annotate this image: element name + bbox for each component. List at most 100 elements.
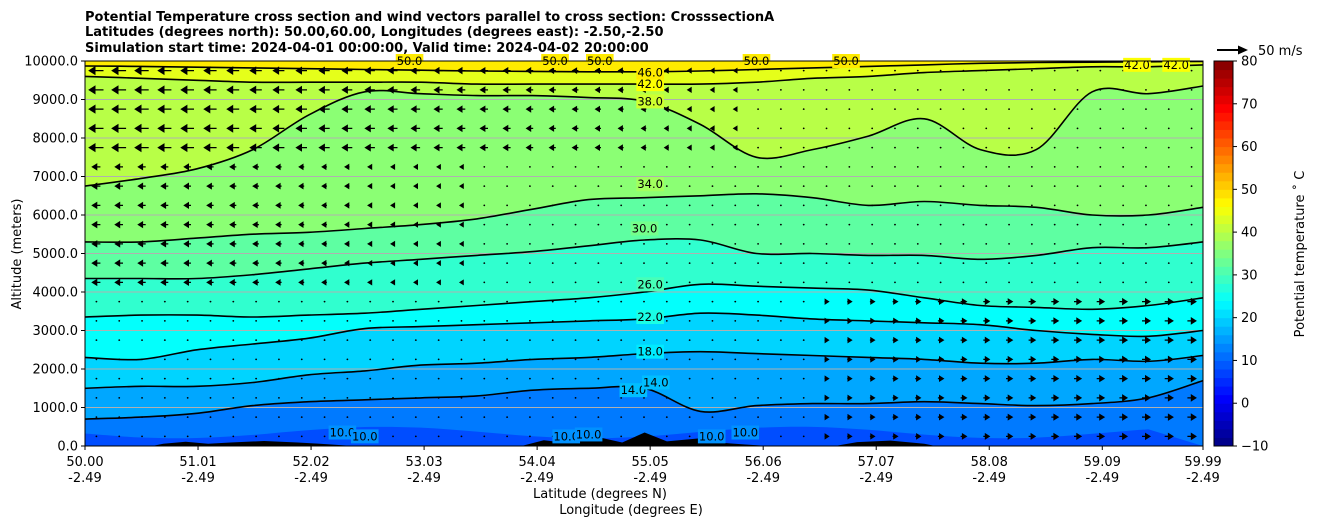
wind-vector [937, 317, 945, 325]
wind-vector [252, 259, 259, 267]
wind-vector [137, 182, 146, 190]
wind-vector [88, 104, 104, 114]
wind-vector [847, 317, 853, 325]
wind-vector [413, 183, 418, 190]
wind-vector [915, 317, 922, 325]
wind-vector [1053, 242, 1056, 245]
wind-vector [962, 262, 965, 265]
wind-vector [272, 85, 285, 95]
wind-vector [369, 377, 372, 380]
wind-vector [483, 416, 486, 419]
wind-vector [529, 185, 531, 188]
wind-vector [869, 336, 876, 344]
wind-vector [597, 319, 600, 322]
wind-vector [939, 88, 942, 91]
contour-label-bg [619, 383, 648, 398]
wind-vector [414, 396, 417, 399]
wind-vector [620, 281, 623, 284]
wind-vector [871, 127, 874, 130]
wind-vector [894, 88, 896, 91]
wind-vector [734, 416, 737, 419]
wind-vector [226, 66, 240, 75]
wind-vector [91, 259, 101, 267]
wind-vector [688, 319, 691, 322]
wind-vector [985, 108, 988, 111]
wind-vector [529, 319, 531, 322]
wind-vector [1028, 375, 1037, 383]
wind-vector [709, 125, 715, 132]
wind-vector [711, 319, 714, 322]
wind-vector [1051, 317, 1060, 325]
colorbar-swatch [1214, 197, 1233, 207]
wind-vector [209, 319, 212, 322]
wind-vector [848, 165, 851, 168]
wind-vector [1190, 281, 1193, 284]
x-tick-label-lat: 59.09 [1084, 455, 1121, 470]
x-axis-label-lon: Longitude (degrees E) [559, 503, 703, 518]
y-tick-label: 2000.0 [33, 363, 79, 378]
wind-vector [734, 358, 737, 361]
wind-vector [1119, 297, 1129, 306]
wind-vector [1008, 88, 1010, 91]
wind-vector [183, 240, 191, 248]
wind-vector [209, 339, 212, 342]
wind-vector [1190, 242, 1193, 245]
wind-vector [1190, 108, 1193, 111]
wind-vector [206, 278, 214, 286]
wind-vector [779, 358, 782, 361]
wind-vector [206, 240, 214, 248]
colorbar-swatch [1214, 334, 1233, 344]
wind-vector [688, 358, 691, 361]
wind-vector [757, 416, 759, 419]
contour-label-bg [630, 221, 659, 236]
x-tick-label-lat: 58.08 [971, 455, 1008, 470]
wind-vector [390, 202, 396, 209]
wind-vector [825, 146, 828, 149]
wind-vector [802, 396, 805, 399]
colorbar-tick-label: 0 [1241, 397, 1249, 412]
wind-vector [1145, 165, 1147, 168]
x-tick-label-lon: -2.49 [633, 471, 667, 486]
contour-label: 10.0 [553, 429, 579, 443]
wind-vector [209, 396, 212, 399]
wind-vector [665, 223, 668, 226]
wind-vector [232, 377, 235, 380]
wind-vector [413, 279, 418, 286]
wind-vector [960, 355, 968, 363]
wind-vector [479, 86, 488, 94]
wind-vector [1076, 204, 1079, 207]
wind-vector [824, 356, 830, 363]
wind-vector [392, 358, 394, 361]
wind-vector [1187, 336, 1197, 344]
contour-label: 14.0 [621, 383, 647, 397]
wind-vector [548, 144, 556, 152]
wind-vector [620, 204, 623, 207]
wind-vector [757, 146, 759, 149]
wind-vector [364, 124, 375, 133]
wind-vector [180, 85, 194, 95]
contour-label: 46.0 [637, 66, 663, 80]
wind-vector [1076, 242, 1079, 245]
wind-vector [734, 165, 737, 168]
x-tick-label-lon: -2.49 [407, 471, 441, 486]
wind-vector [436, 221, 441, 228]
wind-vector [1119, 394, 1129, 402]
wind-vector [460, 435, 463, 438]
wind-vector [711, 204, 714, 207]
wind-vector [916, 185, 919, 188]
colorbar-swatch [1214, 112, 1233, 122]
wind-vector [460, 377, 463, 380]
wind-vector [869, 356, 876, 363]
wind-vector [1119, 374, 1129, 383]
wind-vector [734, 262, 737, 265]
wind-vector [985, 185, 988, 188]
wind-vector [848, 262, 851, 265]
wind-vector [779, 281, 782, 284]
wind-vector [114, 201, 123, 210]
wind-vector [460, 339, 463, 342]
wind-vector [548, 105, 556, 113]
wind-vector [114, 163, 123, 171]
wind-vector [551, 358, 554, 361]
wind-vector [939, 165, 942, 168]
